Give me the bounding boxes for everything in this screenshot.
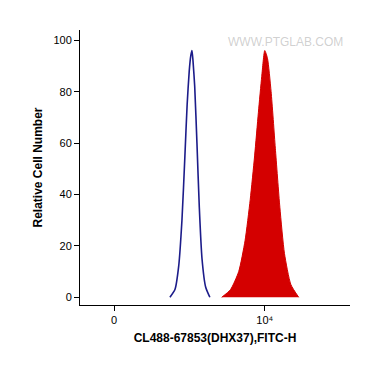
- svg-text:60: 60: [60, 137, 72, 149]
- svg-text:WWW.PTGLAB.COM: WWW.PTGLAB.COM: [228, 35, 343, 49]
- svg-text:100: 100: [53, 34, 71, 46]
- svg-text:20: 20: [60, 240, 72, 252]
- svg-text:80: 80: [60, 86, 72, 98]
- svg-text:Relative Cell Number: Relative Cell Number: [31, 107, 45, 227]
- svg-text:40: 40: [60, 188, 72, 200]
- svg-text:0: 0: [111, 314, 117, 326]
- svg-text:0: 0: [66, 291, 72, 303]
- svg-text:CL488-67853(DHX37),FITC-H: CL488-67853(DHX37),FITC-H: [134, 331, 297, 345]
- svg-text:10⁴: 10⁴: [256, 314, 273, 326]
